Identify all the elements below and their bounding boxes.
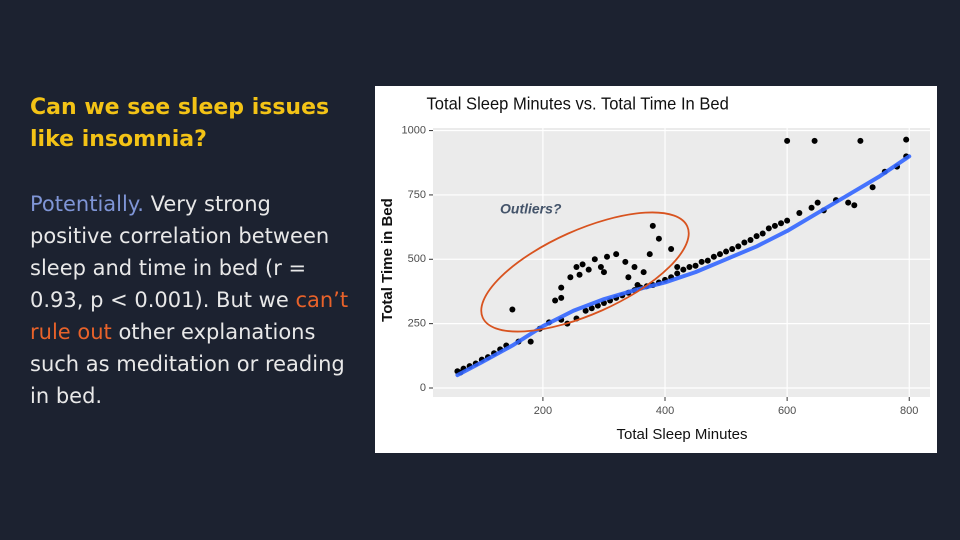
point [509,306,516,313]
point [625,274,632,281]
point [808,204,815,211]
point [735,243,742,250]
point [692,262,699,269]
point [576,271,583,278]
x-tick-label: 800 [900,405,918,417]
x-tick-label: 600 [778,405,796,417]
point [558,294,565,301]
point [903,136,910,143]
point [784,217,791,224]
y-tick-label: 250 [408,318,426,330]
point [573,264,580,271]
x-tick-label: 400 [656,405,674,417]
point [622,258,629,265]
point [597,264,604,271]
chart-title: Total Sleep Minutes vs. Total Time In Be… [427,93,729,114]
body-run: Very strong positive correlation between… [30,192,330,312]
point [778,220,785,227]
point [527,338,534,345]
point [591,256,598,263]
point [600,269,607,276]
point [845,199,852,206]
point [655,235,662,242]
point [649,222,656,229]
point [723,248,730,255]
trend-line [455,154,912,378]
point [674,264,681,271]
y-tick-label: 750 [408,189,426,201]
point [710,253,717,260]
point [747,236,754,243]
point [857,137,864,144]
point [604,253,611,260]
point [753,233,760,240]
x-tick-label: 200 [534,405,552,417]
point [631,264,638,271]
point [558,284,565,291]
point [771,222,778,229]
point [759,230,766,237]
outlier-ellipse [480,211,690,333]
point [634,282,641,289]
point [716,251,723,258]
heading: Can we see sleep issues like insomnia? [30,95,330,152]
point [640,269,647,276]
point [668,245,675,252]
x-axis-title: Total Sleep Minutes [617,426,748,443]
point [552,297,559,304]
point [765,225,772,232]
y-tick-label: 1000 [402,124,426,136]
point [588,305,595,312]
point [869,184,876,191]
point [784,137,791,144]
y-tick-label: 0 [420,382,426,394]
point [674,270,681,277]
y-axis-title: Total Time in Bed [379,198,396,322]
y-tick-label: 500 [408,253,426,265]
chart: Total Sleep Minutes vs. Total Time In Be… [375,86,937,453]
point [851,202,858,209]
point [811,137,818,144]
point [729,245,736,252]
point [646,251,653,258]
point [680,266,687,273]
point [796,209,803,216]
body-run: can’t rule out [30,288,349,344]
annotation: Outliers? [500,201,562,217]
point [585,266,592,273]
body-run: Potentially. [30,192,144,216]
point [814,199,821,206]
body-text: Potentially. Very strong positive correl… [30,188,350,412]
point [704,257,711,264]
body-run: other explanations such as meditation or… [30,320,345,408]
point [579,261,586,268]
plot-panel [433,128,930,397]
point [567,274,574,281]
point [613,251,620,258]
point [741,239,748,246]
point [686,264,693,271]
point [698,258,705,265]
point [582,307,589,314]
